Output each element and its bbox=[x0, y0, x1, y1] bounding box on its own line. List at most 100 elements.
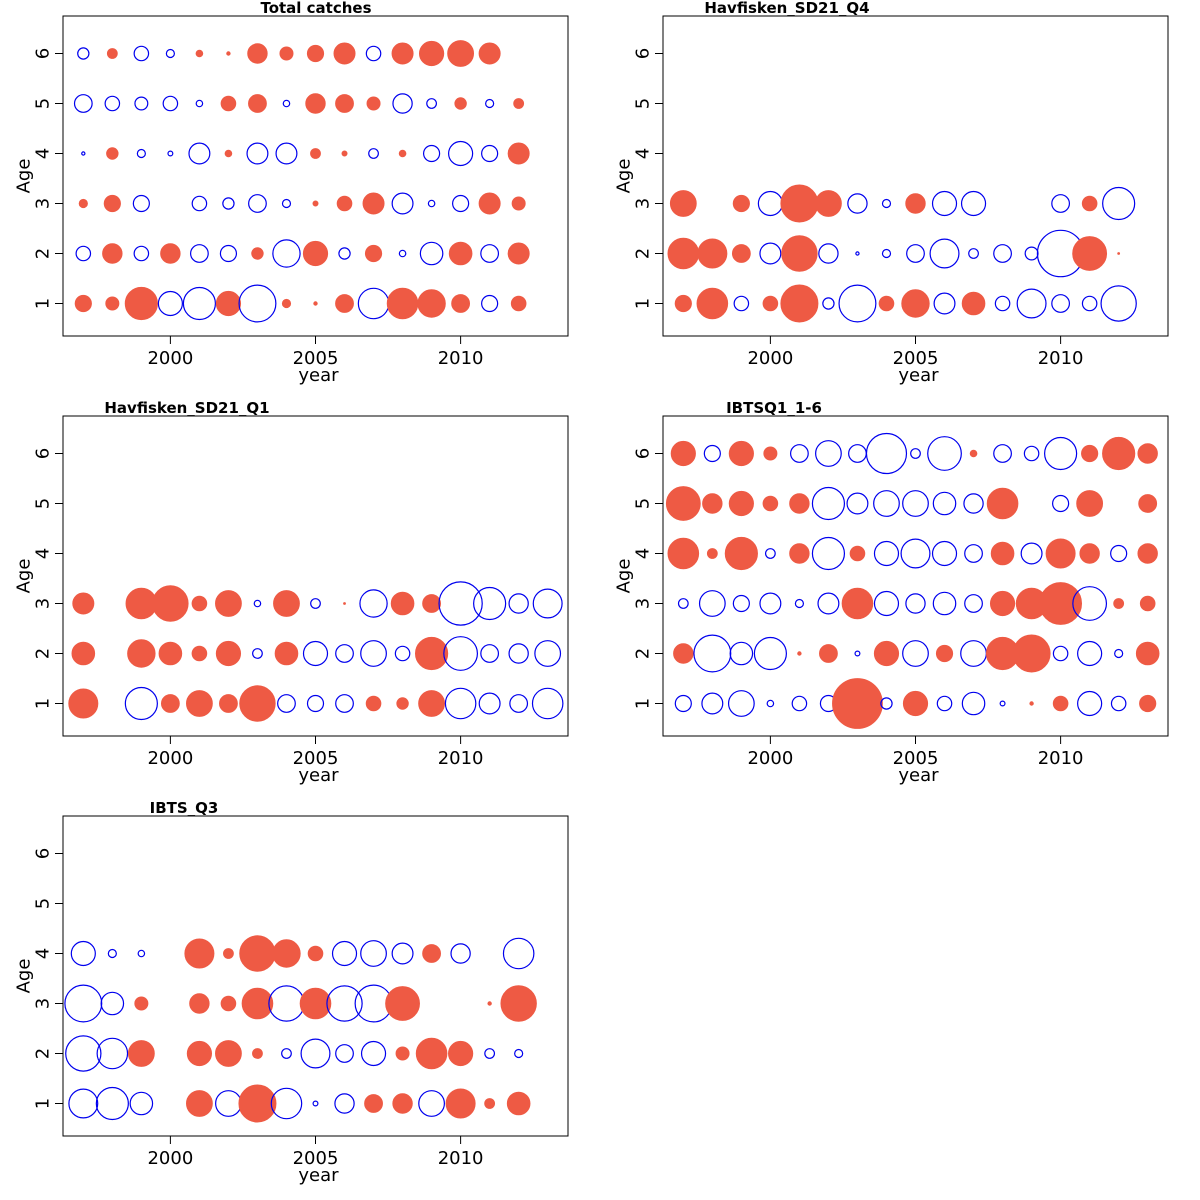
negative-residual-bubble bbox=[818, 243, 839, 264]
positive-residual-bubble bbox=[961, 291, 986, 316]
positive-residual-bubble bbox=[507, 242, 530, 265]
positive-residual-bubble bbox=[849, 545, 866, 562]
positive-residual-bubble bbox=[1012, 634, 1051, 673]
y-tick-label: 6 bbox=[633, 48, 654, 59]
negative-residual-bubble bbox=[360, 640, 387, 667]
positive-residual-bubble bbox=[1138, 494, 1158, 513]
x-tick-label: 2005 bbox=[293, 1148, 339, 1169]
negative-residual-bubble bbox=[1110, 695, 1127, 712]
negative-residual-bubble bbox=[312, 1100, 319, 1107]
negative-residual-bubble bbox=[195, 99, 204, 108]
positive-residual-bubble bbox=[487, 1001, 492, 1006]
positive-residual-bubble bbox=[302, 240, 329, 267]
positive-residual-bubble bbox=[252, 1048, 263, 1059]
positive-residual-bubble bbox=[445, 1088, 476, 1119]
positive-residual-bubble bbox=[273, 590, 300, 617]
y-tick-label: 2 bbox=[633, 648, 654, 659]
positive-residual-bubble bbox=[106, 48, 118, 59]
negative-residual-bubble bbox=[448, 140, 474, 167]
positive-residual-bubble bbox=[513, 98, 525, 109]
negative-residual-bubble bbox=[310, 598, 321, 609]
y-tick-label: 4 bbox=[33, 948, 54, 959]
negative-residual-bubble bbox=[1052, 645, 1069, 662]
y-tick-label: 4 bbox=[33, 148, 54, 159]
positive-residual-bubble bbox=[186, 1090, 213, 1117]
positive-residual-bubble bbox=[125, 587, 158, 620]
negative-residual-bubble bbox=[444, 687, 477, 720]
positive-residual-bubble bbox=[507, 142, 530, 165]
y-tick-label: 1 bbox=[633, 698, 654, 709]
negative-residual-bubble bbox=[881, 198, 892, 209]
negative-residual-bubble bbox=[960, 640, 987, 667]
panel-5: IBTS_Q3 2000 2005 2010 year 1 2 3 4 5 6 Age bbox=[14, 799, 569, 1186]
positive-residual-bubble bbox=[184, 938, 215, 969]
negative-residual-bubble bbox=[847, 193, 868, 214]
negative-residual-bubble bbox=[811, 536, 846, 571]
positive-residual-bubble bbox=[969, 449, 978, 458]
negative-residual-bubble bbox=[902, 640, 929, 667]
negative-residual-bubble bbox=[855, 251, 860, 256]
positive-residual-bubble bbox=[1137, 543, 1158, 564]
panel-title: Havfisken_SD21_Q1 bbox=[104, 399, 269, 417]
positive-residual-bubble bbox=[1139, 694, 1157, 713]
y-tick-label: 1 bbox=[633, 298, 654, 309]
positive-residual-bubble bbox=[667, 237, 700, 270]
negative-residual-bubble bbox=[1110, 544, 1128, 563]
negative-residual-bubble bbox=[335, 644, 354, 663]
negative-residual-bubble bbox=[693, 634, 732, 673]
positive-residual-bubble bbox=[418, 40, 445, 67]
negative-residual-bubble bbox=[485, 98, 495, 109]
y-tick-label: 3 bbox=[33, 198, 54, 209]
panel-title: Total catches bbox=[260, 0, 371, 17]
negative-residual-bubble bbox=[759, 242, 782, 265]
positive-residual-bubble bbox=[106, 147, 119, 160]
positive-residual-bubble bbox=[272, 939, 301, 968]
negative-residual-bubble bbox=[791, 695, 808, 712]
y-tick-label: 5 bbox=[33, 498, 54, 509]
negative-residual-bubble bbox=[677, 598, 689, 609]
negative-residual-bubble bbox=[1023, 445, 1040, 462]
y-tick-label: 6 bbox=[33, 448, 54, 459]
negative-residual-bubble bbox=[360, 1040, 387, 1067]
y-axis-title: Age bbox=[614, 159, 635, 194]
x-tick-label: 2005 bbox=[893, 348, 939, 369]
x-axis-title: year bbox=[298, 765, 339, 786]
positive-residual-bubble bbox=[226, 51, 231, 56]
x-axis-title: year bbox=[298, 1165, 339, 1186]
x-tick-label: 2010 bbox=[438, 1148, 484, 1169]
negative-residual-bubble bbox=[450, 943, 471, 964]
negative-residual-bubble bbox=[960, 190, 987, 217]
negative-residual-bubble bbox=[481, 144, 499, 163]
negative-residual-bubble bbox=[129, 1091, 154, 1116]
negative-residual-bubble bbox=[727, 690, 755, 717]
positive-residual-bubble bbox=[191, 645, 208, 662]
positive-residual-bubble bbox=[763, 446, 778, 461]
positive-residual-bubble bbox=[902, 690, 929, 717]
negative-residual-bubble bbox=[674, 694, 692, 713]
positive-residual-bubble bbox=[392, 1093, 413, 1114]
y-tick-label: 5 bbox=[33, 898, 54, 909]
negative-residual-bubble bbox=[910, 448, 921, 459]
negative-residual-bubble bbox=[880, 697, 893, 710]
y-tick-label: 6 bbox=[633, 448, 654, 459]
positive-residual-bubble bbox=[365, 695, 382, 712]
positive-residual-bubble bbox=[1039, 582, 1083, 625]
negative-residual-bubble bbox=[96, 1037, 129, 1070]
positive-residual-bubble bbox=[447, 40, 475, 67]
negative-residual-bubble bbox=[422, 144, 441, 163]
positive-residual-bubble bbox=[478, 42, 501, 65]
panel-title: IBTS_Q3 bbox=[150, 799, 219, 817]
negative-residual-bubble bbox=[905, 593, 926, 614]
positive-residual-bubble bbox=[451, 294, 471, 313]
x-tick-label: 2000 bbox=[147, 748, 193, 769]
negative-residual-bubble bbox=[1020, 542, 1043, 565]
positive-residual-bubble bbox=[239, 935, 276, 972]
negative-residual-bubble bbox=[846, 492, 869, 515]
y-axis-title: Age bbox=[14, 159, 35, 194]
negative-residual-bubble bbox=[993, 444, 1012, 463]
negative-residual-bubble bbox=[81, 151, 86, 156]
positive-residual-bubble bbox=[510, 295, 527, 312]
positive-residual-bubble bbox=[422, 594, 441, 613]
y-tick-label: 5 bbox=[33, 98, 54, 109]
negative-residual-bubble bbox=[392, 93, 413, 114]
